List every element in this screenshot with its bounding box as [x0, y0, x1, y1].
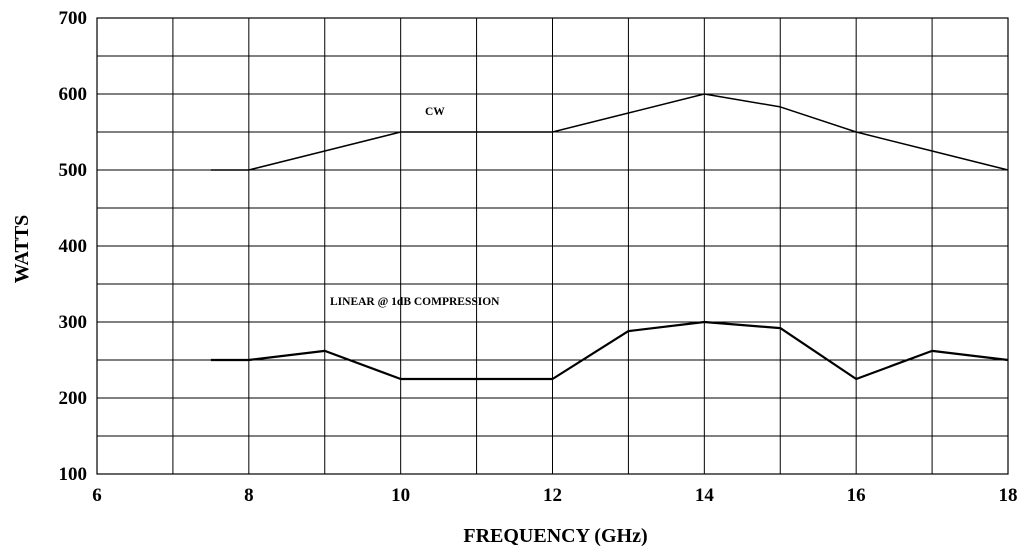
- x-tick-label: 14: [695, 485, 715, 506]
- x-tick-label: 12: [543, 485, 562, 506]
- y-tick-label: 300: [59, 312, 88, 333]
- y-tick-label: 200: [59, 388, 88, 409]
- series-line-cw: [210, 93, 1009, 171]
- grid: [96, 17, 1009, 475]
- annotations: CW LINEAR @ 1dB COMPRESSION: [330, 106, 500, 308]
- x-tick-label: 18: [999, 485, 1018, 506]
- series-line-linear-1db: [210, 320, 1009, 381]
- x-tick-label: 6: [92, 485, 102, 506]
- y-tick-label: 100: [59, 464, 88, 485]
- x-tick-label: 16: [847, 485, 866, 506]
- y-axis-ticks: 100 200 300 400 500 600 700: [59, 8, 88, 485]
- y-tick-label: 400: [59, 236, 88, 257]
- x-axis-ticks: 6 8 10 12 14 16 18: [92, 485, 1017, 506]
- series-annotation: CW: [425, 106, 445, 118]
- series-layer: [210, 93, 1009, 381]
- y-tick-label: 600: [59, 84, 88, 105]
- y-tick-label: 500: [59, 160, 88, 181]
- x-axis-label: FREQUENCY (GHz): [463, 525, 647, 546]
- series-annotation: LINEAR @ 1dB COMPRESSION: [330, 296, 500, 308]
- x-tick-label: 8: [244, 485, 254, 506]
- x-tick-label: 10: [391, 485, 410, 506]
- y-axis-label: WATTS: [11, 215, 33, 284]
- y-tick-label: 700: [59, 8, 88, 29]
- plot-frame: [96, 17, 1009, 475]
